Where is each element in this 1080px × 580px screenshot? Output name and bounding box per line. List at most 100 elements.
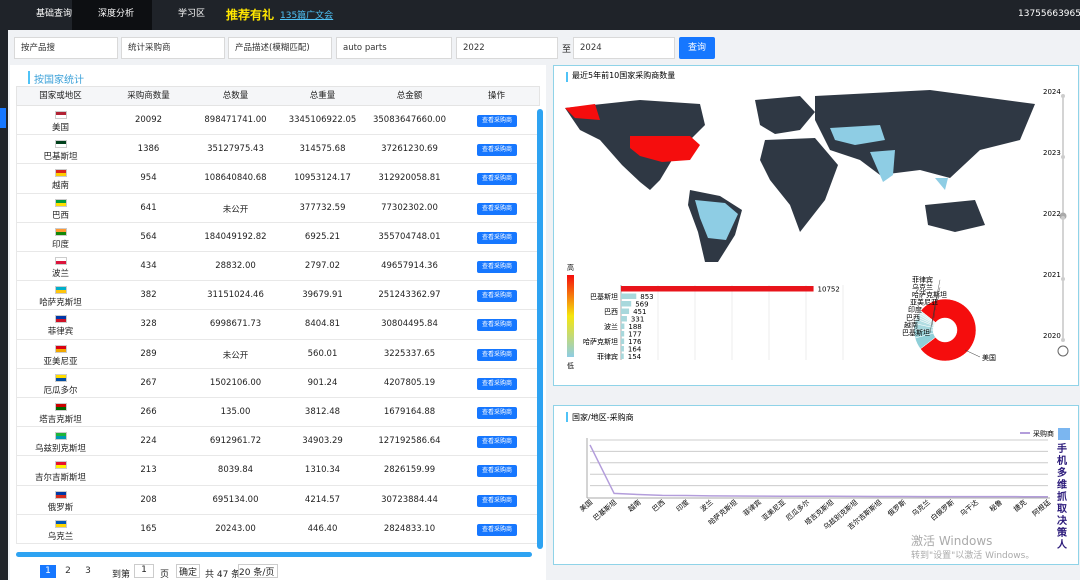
select[interactable]: 产品描述(模糊匹配) xyxy=(228,37,332,59)
x-tick-label: 乌干达 xyxy=(958,498,980,518)
submit-button[interactable]: 查询 xyxy=(679,37,715,59)
view-buyers-button[interactable]: 查看采购商 xyxy=(477,407,517,419)
side-ad[interactable]: 手机多维抓取决策人 xyxy=(1057,444,1067,551)
cell: 314575.68 xyxy=(299,144,346,155)
column-header[interactable]: 总金额 xyxy=(396,91,423,101)
view-buyers-button[interactable]: 查看采购商 xyxy=(477,290,517,303)
pie-leader xyxy=(933,304,936,318)
view-buyers-button[interactable]: 查看采购商 xyxy=(477,261,517,273)
cell: 未公开 xyxy=(222,204,249,215)
cell: 641 xyxy=(140,202,157,213)
cell: 3345106922.05 xyxy=(288,115,357,125)
cell: 355704748.01 xyxy=(378,231,441,242)
x-tick-label: 俄罗斯 xyxy=(886,498,908,518)
flag xyxy=(55,490,67,499)
table-row xyxy=(16,398,540,428)
column-header[interactable]: 采购商数量 xyxy=(127,91,170,101)
select[interactable]: 按产品搜 xyxy=(14,37,118,59)
bar-category: 哈萨克斯坦 xyxy=(583,337,618,346)
country: 吉尔吉斯斯坦 xyxy=(34,473,86,484)
flag xyxy=(55,140,67,149)
panel-title: 国家/地区-采购商 xyxy=(572,412,634,422)
view-buyers-button[interactable]: 查看采购商 xyxy=(477,231,517,244)
promo-link[interactable]: 135篇广文会 xyxy=(280,11,334,21)
world-map xyxy=(565,90,1035,262)
confirm-button[interactable]: 确定 xyxy=(176,564,200,578)
cell: 1310.34 xyxy=(304,465,341,476)
view-buyers-button[interactable]: 查看采购商 xyxy=(477,144,517,157)
cell: 35083647660.00 xyxy=(372,115,446,125)
timeline-label: 2024 xyxy=(1043,88,1061,96)
column-header[interactable]: 总数量 xyxy=(222,91,249,101)
line-panel xyxy=(553,405,1079,565)
flag xyxy=(55,257,67,265)
promo[interactable]: 推荐有礼 xyxy=(226,8,275,22)
input[interactable]: 2022 xyxy=(456,37,558,59)
pie-label: 哈萨克斯坦 xyxy=(912,290,947,299)
page-button[interactable]: 2 xyxy=(65,566,71,576)
view-buyers-button[interactable]: 查看采购商 xyxy=(477,494,517,507)
cell: 8404.81 xyxy=(304,319,341,330)
view-buyers-button[interactable]: 查看采购商 xyxy=(477,523,517,536)
page-button[interactable]: 3 xyxy=(85,566,91,576)
column-header[interactable]: 总重量 xyxy=(309,91,336,101)
nav-item[interactable]: 深度分析 xyxy=(72,0,152,30)
side-icon[interactable] xyxy=(1058,428,1070,440)
cell: 377732.59 xyxy=(299,202,346,213)
input[interactable]: auto parts xyxy=(336,37,452,59)
country: 塔吉克斯坦 xyxy=(39,415,82,425)
x-tick-label: 亚美尼亚 xyxy=(760,498,787,523)
country: 厄瓜多尔 xyxy=(43,385,78,396)
flag xyxy=(55,315,67,324)
cell: 37261230.69 xyxy=(381,144,438,155)
cell: 184049192.82 xyxy=(204,231,267,242)
x-tick-label: 越南 xyxy=(626,498,643,514)
cell: 901.24 xyxy=(307,377,338,388)
cell: 20243.00 xyxy=(215,523,256,534)
bar-value: 569 xyxy=(635,301,648,309)
cell: 6912961.72 xyxy=(209,436,262,447)
cell: 328 xyxy=(140,319,157,330)
bar-value: 154 xyxy=(628,353,642,361)
input[interactable]: 2024 xyxy=(573,37,675,59)
timeline-play[interactable] xyxy=(1057,345,1069,357)
view-buyers-button[interactable]: 查看采购商 xyxy=(477,202,517,215)
select[interactable]: 统计采购商 xyxy=(121,37,225,59)
cell: 2797.02 xyxy=(304,261,341,271)
view-buyers-button[interactable]: 查看采购商 xyxy=(477,465,517,478)
page-input[interactable]: 1 xyxy=(134,564,154,578)
timeline-label: 2023 xyxy=(1043,149,1061,157)
flag xyxy=(55,286,67,295)
view-buyers-button[interactable]: 查看采购商 xyxy=(477,115,517,127)
flag xyxy=(55,198,67,207)
cell: 4207805.19 xyxy=(383,377,436,388)
country: 亚美尼亚 xyxy=(43,356,78,367)
page-button[interactable]: 1 xyxy=(40,565,56,578)
bar xyxy=(621,286,814,292)
x-tick-label: 印度 xyxy=(674,498,691,514)
pie-label: 亚美尼亚 xyxy=(910,298,938,307)
view-buyers-button[interactable]: 查看采购商 xyxy=(477,436,517,449)
bar xyxy=(621,316,627,322)
table-row xyxy=(16,310,540,340)
cell: 251243362.97 xyxy=(378,290,441,301)
view-buyers-button[interactable]: 查看采购商 xyxy=(477,348,517,361)
timeline-dot xyxy=(1061,277,1065,281)
view-buyers-button[interactable]: 查看采购商 xyxy=(477,319,517,332)
cell: 2826159.99 xyxy=(383,465,436,476)
view-buyers-button[interactable]: 查看采购商 xyxy=(477,377,517,390)
nav-item[interactable]: 学习区 xyxy=(178,9,206,19)
cell: 312920058.81 xyxy=(378,173,441,184)
view-buyers-button[interactable]: 查看采购商 xyxy=(477,173,517,186)
phone[interactable]: 13755663965 xyxy=(1018,9,1080,19)
flag xyxy=(55,227,67,236)
cell: 564 xyxy=(140,231,157,242)
bar-value: 331 xyxy=(631,316,644,324)
top-nav: 基础查询 深度分析 学习区 推荐有礼 135篇广文会 13755663965 xyxy=(0,0,1080,30)
page-size[interactable]: 20 条/页 xyxy=(238,564,278,578)
nav-item[interactable]: 基础查询 xyxy=(36,9,73,19)
cell: 39679.91 xyxy=(302,290,343,301)
cell: 1679164.88 xyxy=(383,407,436,417)
